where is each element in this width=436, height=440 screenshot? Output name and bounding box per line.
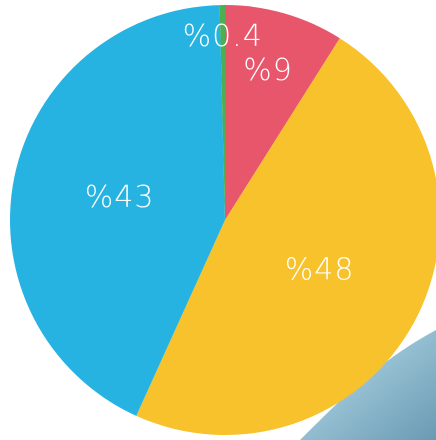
- data-label: %43: [85, 180, 155, 215]
- data-label: %48: [285, 253, 355, 288]
- pie-slice: [10, 5, 225, 416]
- pie-slice: [225, 5, 340, 220]
- pie-slice: [219, 5, 225, 220]
- data-label: %9: [243, 53, 293, 88]
- pie: %9 %48 %43 %0.4: [10, 5, 436, 435]
- data-label: %0.4: [183, 19, 263, 54]
- background-decoration: [300, 330, 436, 440]
- pie-slice: [136, 38, 436, 435]
